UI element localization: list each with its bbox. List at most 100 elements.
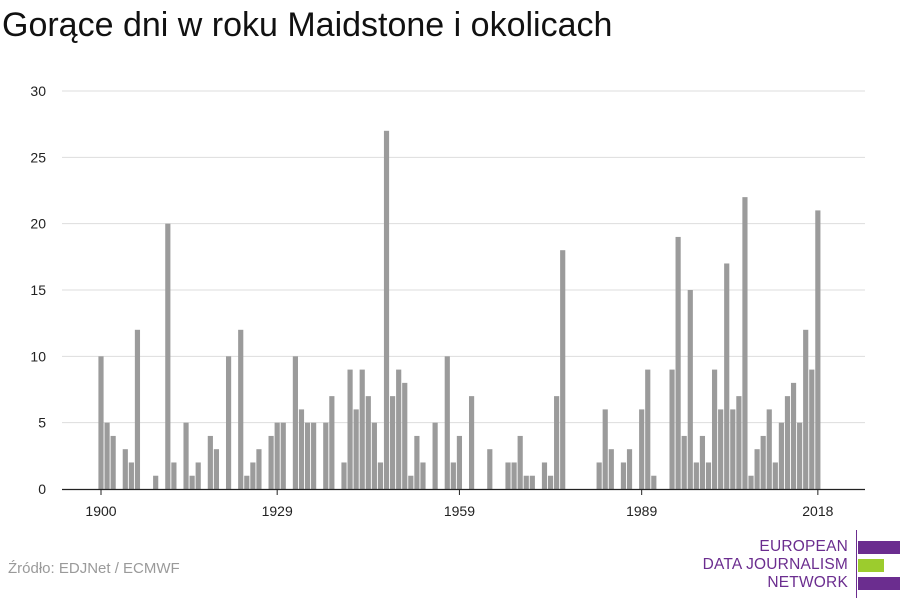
logo-bar-purple-top <box>858 541 900 554</box>
bar <box>790 382 797 489</box>
bar <box>213 449 220 489</box>
bar <box>468 396 475 489</box>
bar <box>250 462 256 489</box>
bar <box>626 449 633 489</box>
bar <box>754 449 760 489</box>
logo-divider <box>856 530 857 598</box>
bar <box>602 409 608 489</box>
y-axis: 0 5 10 15 20 25 30 <box>30 83 46 497</box>
bar <box>304 422 311 489</box>
bar <box>298 409 305 489</box>
y-tick-label: 5 <box>38 415 46 431</box>
bar <box>268 435 274 489</box>
bar <box>292 356 298 489</box>
bar <box>353 409 359 489</box>
bar <box>444 356 450 489</box>
bar <box>766 409 772 489</box>
bar <box>778 422 784 489</box>
bar <box>693 462 699 489</box>
bar <box>803 329 809 489</box>
logo-bar-purple-bottom <box>858 577 900 590</box>
bar <box>736 396 742 489</box>
x-tick-label: 1900 <box>85 503 116 519</box>
x-tick-label: 2018 <box>802 503 833 519</box>
bar <box>639 409 645 489</box>
bar <box>645 369 651 489</box>
bar <box>383 130 390 490</box>
source-note: Źródło: EDJNet / ECMWF <box>8 560 180 577</box>
bar <box>359 369 365 489</box>
bar <box>183 422 189 489</box>
bar <box>341 462 347 489</box>
bar <box>718 409 724 489</box>
bar <box>329 396 335 489</box>
x-tick-label: 1929 <box>262 503 293 519</box>
bar <box>414 435 420 489</box>
bar <box>274 422 280 489</box>
bar <box>560 250 566 489</box>
bar <box>784 396 791 489</box>
logo-bar-green <box>858 559 884 572</box>
y-tick-label: 15 <box>30 282 46 298</box>
bar <box>760 435 766 489</box>
bar <box>195 462 201 489</box>
bar <box>238 329 244 489</box>
bar <box>365 396 371 489</box>
y-tick-label: 30 <box>30 83 46 99</box>
x-tick-label: 1959 <box>444 503 475 519</box>
bar <box>742 197 748 489</box>
chart-title: Gorące dni w roku Maidstone i okolicach <box>2 6 613 44</box>
bar <box>347 369 353 489</box>
bar <box>511 462 517 489</box>
x-tick-label: 1989 <box>626 503 657 519</box>
edjnet-logo: EUROPEAN DATA JOURNALISM NETWORK <box>700 528 900 600</box>
bar <box>523 475 529 489</box>
bar <box>323 422 329 489</box>
bar <box>596 462 602 489</box>
bar <box>456 435 463 489</box>
bar <box>675 236 681 489</box>
bar <box>256 449 262 489</box>
logo-line-2: DATA JOURNALISM <box>702 556 848 573</box>
bar <box>450 462 456 489</box>
bar <box>377 462 384 489</box>
bar <box>797 422 803 489</box>
bar <box>189 475 195 489</box>
bar <box>171 462 177 489</box>
bar <box>681 435 687 489</box>
bar <box>809 369 815 489</box>
logo-line-1: EUROPEAN <box>759 538 848 555</box>
bar <box>772 462 778 489</box>
bar <box>748 475 754 489</box>
bar <box>730 409 736 489</box>
bar <box>669 369 675 489</box>
logo-line-3: NETWORK <box>767 574 848 591</box>
bar <box>390 396 396 489</box>
bar <box>402 382 408 489</box>
bar <box>207 435 213 489</box>
bar <box>699 435 706 489</box>
bars <box>98 130 821 490</box>
bar <box>110 435 116 489</box>
x-axis: 1900 1929 1959 1989 2018 <box>62 488 865 519</box>
bar <box>620 462 627 489</box>
bar <box>311 422 317 489</box>
bar <box>225 356 232 489</box>
bar <box>517 435 523 489</box>
bar <box>711 369 718 489</box>
bar <box>280 422 286 489</box>
grid-lines <box>62 90 865 424</box>
bar <box>244 475 250 489</box>
bar <box>122 449 128 489</box>
bar <box>505 462 511 489</box>
bar <box>128 462 134 489</box>
y-tick-label: 20 <box>30 216 46 232</box>
bar <box>396 369 402 489</box>
y-tick-label: 10 <box>30 348 46 364</box>
bar <box>554 396 560 489</box>
bar <box>165 223 171 489</box>
bar <box>134 329 141 489</box>
bar <box>408 475 414 489</box>
bar <box>98 356 104 489</box>
